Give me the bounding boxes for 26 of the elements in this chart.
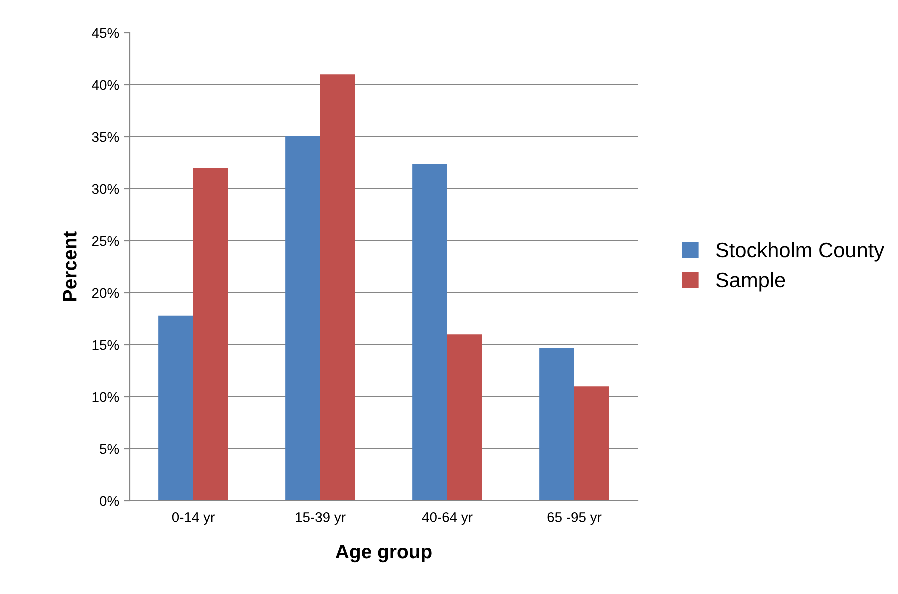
y-tick-label: 30% <box>92 184 120 194</box>
x-axis-title: Age group <box>336 545 432 563</box>
y-tick-label: 0% <box>100 496 120 506</box>
bar <box>574 386 610 501</box>
y-axis-title: Percent <box>63 232 77 302</box>
y-tick-label: 5% <box>100 444 120 454</box>
y-tick-label: 40% <box>92 80 120 90</box>
y-tick-label: 15% <box>92 340 120 350</box>
bar <box>320 74 356 501</box>
legend-label: Sample <box>716 272 786 292</box>
bar <box>448 334 482 501</box>
bar <box>194 168 228 501</box>
bar <box>412 164 448 501</box>
x-tick-label: 65 -95 yr <box>548 512 602 526</box>
bar <box>158 316 194 501</box>
y-tick-label: 25% <box>92 236 120 246</box>
x-tick-label: 15-39 yr <box>296 512 346 526</box>
y-tick-label: 35% <box>92 132 120 142</box>
bar <box>286 136 320 501</box>
x-tick-label: 0-14 yr <box>172 512 215 526</box>
y-tick-label: 45% <box>92 28 120 38</box>
legend-label: Stockholm County <box>716 242 884 262</box>
y-tick-label: 10% <box>92 392 120 402</box>
bar <box>540 348 574 501</box>
x-tick-label: 40-64 yr <box>422 512 473 526</box>
y-tick-label: 20% <box>92 288 120 298</box>
